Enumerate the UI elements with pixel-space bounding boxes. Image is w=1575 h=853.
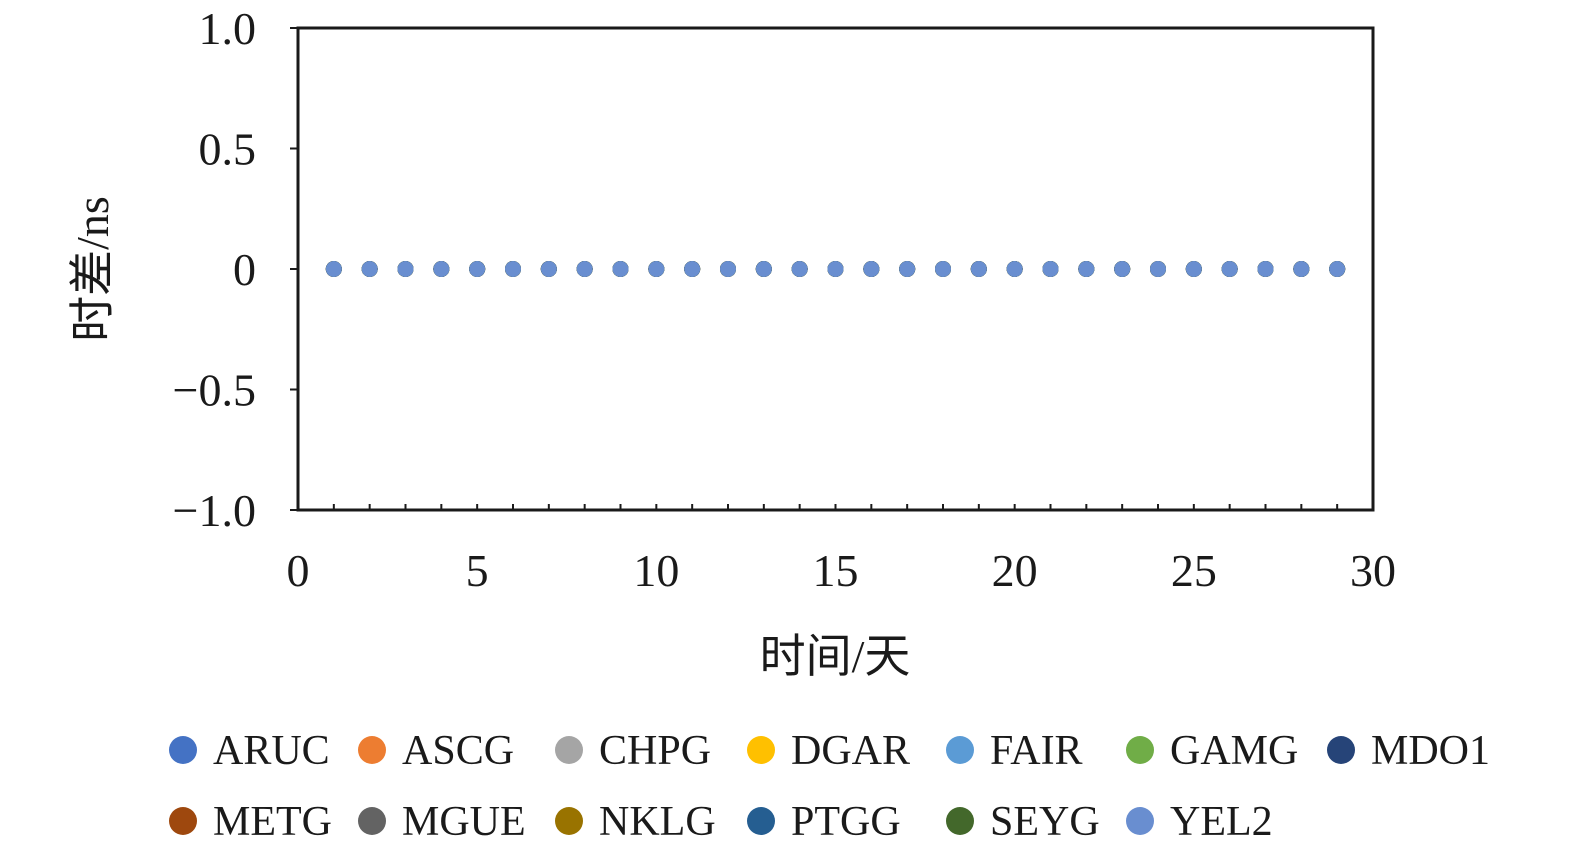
legend-label: SEYG [990, 799, 1100, 845]
legend-swatch [555, 736, 583, 764]
data-point [648, 261, 665, 277]
data-point [1257, 261, 1274, 277]
x-tick-label: 25 [1171, 545, 1217, 596]
series-yel2 [325, 261, 1346, 277]
legend-swatch [169, 807, 197, 835]
legend-swatch [358, 736, 386, 764]
legend: ARUC ASCG CHPG DGAR FAIR GAMG MDO1 METG MGUE NKLG… [169, 728, 1490, 845]
data-point [505, 261, 521, 277]
legend-swatch [946, 736, 974, 764]
legend-swatch [169, 736, 197, 764]
data-point [1042, 261, 1059, 277]
data-point [935, 261, 951, 277]
data-point [1293, 261, 1310, 277]
data-point [720, 261, 736, 277]
legend-item-yel2: YEL2 [1126, 799, 1273, 845]
legend-label: CHPG [599, 728, 711, 774]
data-point [1329, 261, 1346, 277]
legend-label: NKLG [599, 799, 716, 845]
legend-swatch [358, 807, 386, 835]
plot-area [290, 26, 1375, 512]
data-markers [325, 261, 1346, 277]
legend-label: GAMG [1170, 728, 1298, 774]
data-point [469, 261, 486, 277]
data-point [325, 261, 342, 277]
legend-item-chpg: CHPG [555, 728, 711, 774]
legend-item-ascg: ASCG [358, 728, 514, 774]
x-tick-label: 0 [287, 545, 310, 596]
legend-label: MDO1 [1371, 728, 1490, 774]
legend-swatch [946, 807, 974, 835]
legend-label: FAIR [990, 728, 1083, 774]
legend-label: PTGG [791, 799, 901, 845]
legend-item-mgue: MGUE [358, 799, 526, 845]
data-point [755, 261, 772, 277]
data-point [1114, 261, 1131, 277]
legend-swatch [1126, 807, 1154, 835]
data-point [1150, 261, 1166, 277]
data-point [684, 261, 701, 277]
legend-swatch [747, 736, 775, 764]
data-point [433, 261, 450, 277]
legend-item-dgar: DGAR [747, 728, 910, 774]
y-tick-label: 1.0 [199, 3, 257, 54]
legend-item-mdo1: MDO1 [1327, 728, 1490, 774]
data-point [540, 261, 557, 277]
legend-swatch [1327, 736, 1355, 764]
legend-item-fair: FAIR [946, 728, 1083, 774]
y-tick-label: 0 [233, 244, 256, 295]
x-axis-ticks [332, 504, 1339, 510]
x-tick-label: 15 [813, 545, 859, 596]
legend-swatch [747, 807, 775, 835]
data-point [863, 261, 880, 277]
legend-label: ASCG [402, 728, 514, 774]
data-point [612, 261, 629, 277]
y-tick-label: −0.5 [173, 365, 256, 416]
legend-label: ARUC [213, 728, 330, 774]
x-tick-label: 5 [466, 545, 489, 596]
y-tick-label: −1.0 [173, 485, 256, 536]
legend-label: METG [213, 799, 332, 845]
data-point [1185, 261, 1202, 277]
x-axis-title: 时间/天 [760, 631, 911, 682]
data-point [361, 261, 378, 277]
legend-item-ptgg: PTGG [747, 799, 901, 845]
legend-item-nklg: NKLG [555, 799, 716, 845]
legend-item-seyg: SEYG [946, 799, 1100, 845]
data-point [1006, 261, 1023, 277]
legend-swatch [1126, 736, 1154, 764]
y-axis-ticks [290, 27, 298, 511]
y-axis-tick-labels: 1.0 0.5 0 −0.5 −1.0 [173, 3, 256, 536]
data-point [827, 261, 844, 277]
legend-item-gamg: GAMG [1126, 728, 1298, 774]
data-point [1078, 261, 1095, 277]
legend-label: DGAR [791, 728, 910, 774]
data-point [791, 261, 808, 277]
y-tick-label: 0.5 [199, 124, 257, 175]
x-tick-label: 20 [992, 545, 1038, 596]
legend-item-aruc: ARUC [169, 728, 330, 774]
legend-label: YEL2 [1170, 799, 1273, 845]
legend-label: MGUE [402, 799, 526, 845]
data-point [899, 261, 916, 277]
data-point [397, 261, 414, 277]
legend-item-metg: METG [169, 799, 332, 845]
data-point [1221, 261, 1238, 277]
x-tick-label: 10 [633, 545, 679, 596]
data-point [970, 261, 987, 277]
data-point [576, 261, 593, 277]
x-tick-label: 30 [1350, 545, 1396, 596]
legend-swatch [555, 807, 583, 835]
y-axis-title: 时差/ns [67, 196, 118, 342]
x-axis-tick-labels: 0 5 10 15 20 25 30 [287, 545, 1397, 596]
